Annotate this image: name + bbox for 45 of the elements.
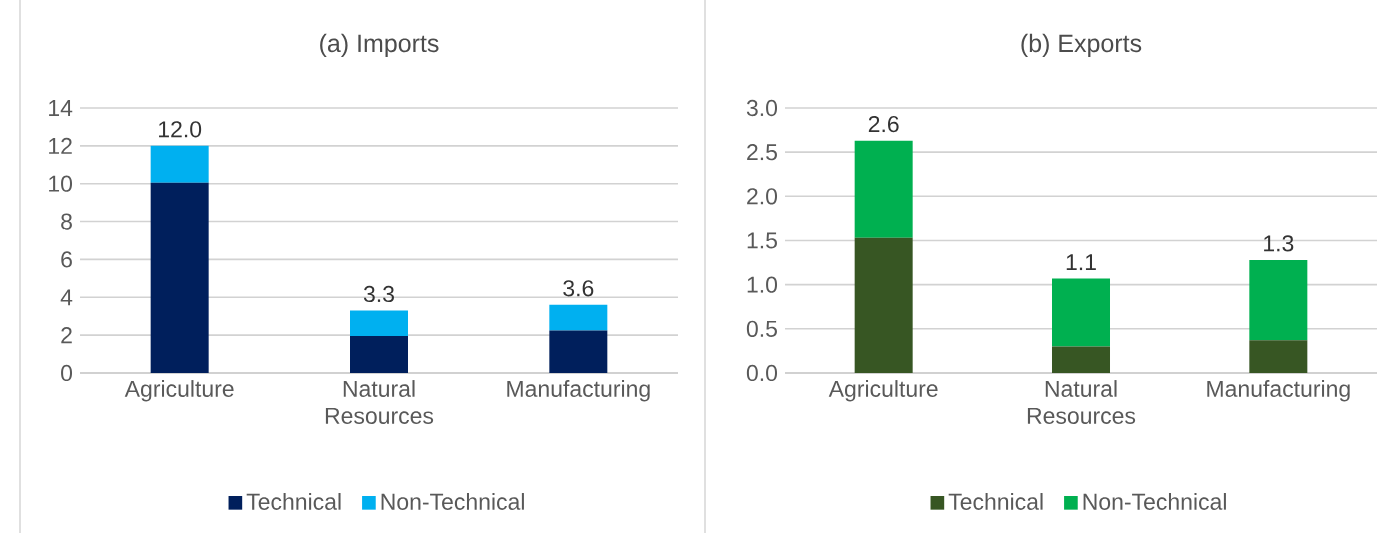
total-label: 1.3: [1264, 235, 1294, 252]
y-tick-label: 0: [61, 364, 73, 382]
y-tick-label: 2.5: [747, 144, 777, 161]
y-tick-label: 6: [61, 251, 72, 268]
bar: [350, 310, 408, 337]
y-tick-label: 1.0: [747, 276, 778, 293]
bar: [854, 140, 913, 238]
y-tick-label: 10: [49, 175, 73, 192]
x-tick-label: Manufacturing: [1207, 380, 1350, 402]
bar: [1249, 259, 1308, 341]
bar: [150, 145, 209, 183]
legend-label: Non-Technical: [1083, 493, 1226, 510]
legend-label: Technical: [246, 493, 341, 510]
y-tick-label: 14: [49, 100, 73, 116]
y-tick-label: 0.5: [746, 320, 777, 337]
total-label: 2.6: [868, 115, 899, 133]
y-tick-label: 4: [60, 289, 73, 306]
total-label: 3.3: [363, 285, 394, 303]
y-tick-label: 3.0: [746, 99, 778, 117]
x-tick-label: Natural Resources: [325, 380, 434, 424]
y-tick-label: 0.0: [746, 364, 778, 382]
x-tick-label: Agriculture: [124, 380, 234, 402]
y-tick-label: 2.0: [747, 188, 778, 205]
y-tick-label: 12: [49, 137, 72, 154]
chart-title: (a) Imports: [320, 33, 439, 58]
legend-label: Non-Technical: [381, 493, 524, 510]
x-tick-label: Manufacturing: [507, 380, 650, 402]
bar: [150, 182, 209, 373]
x-tick-label: Natural Resources: [1027, 380, 1136, 424]
bar: [1249, 340, 1308, 373]
bar: [350, 336, 408, 373]
chart-title: (b) Exports: [1021, 33, 1142, 58]
total-label: 3.6: [563, 280, 594, 297]
x-tick-label: Agriculture: [828, 380, 938, 402]
legend-label: Technical: [948, 493, 1043, 510]
bar: [1052, 278, 1110, 347]
bar: [549, 304, 608, 331]
bar: [1052, 346, 1110, 373]
bar: [854, 237, 913, 373]
y-tick-label: 1.5: [747, 232, 777, 249]
y-tick-label: 2: [61, 327, 72, 344]
y-tick-label: 8: [61, 213, 72, 230]
bar: [549, 330, 608, 373]
total-label: 12.0: [159, 121, 202, 138]
total-label: 1.1: [1066, 254, 1096, 271]
